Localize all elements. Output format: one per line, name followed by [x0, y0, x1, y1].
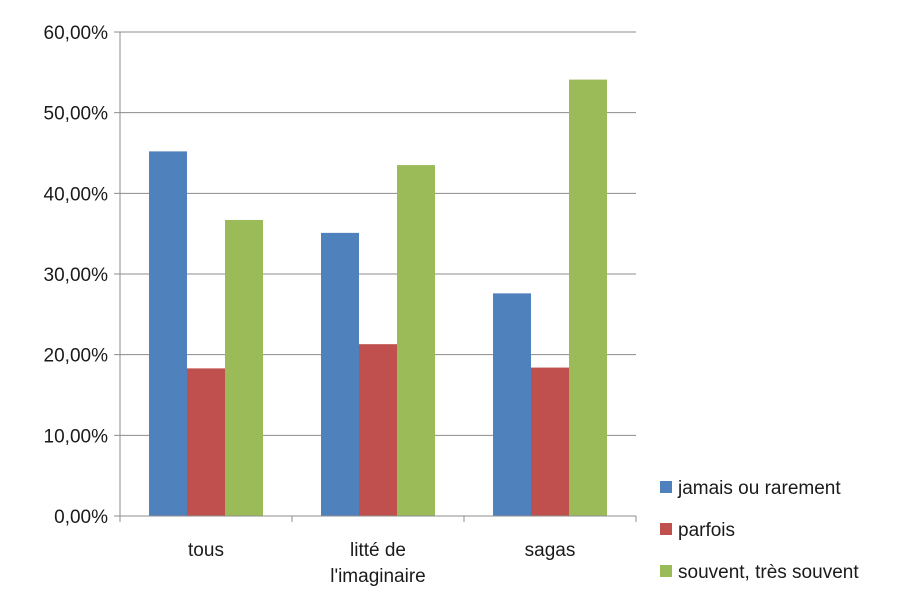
y-tick-label: 10,00%: [44, 426, 109, 447]
legend-label: parfois: [678, 520, 735, 541]
legend-label: souvent, très souvent: [678, 562, 859, 583]
y-tick-label: 40,00%: [44, 184, 109, 205]
axes: [114, 31, 637, 522]
y-tick-label: 60,00%: [44, 23, 109, 44]
bar-jamais-ou-rarement: [493, 293, 531, 516]
x-category-label-line: litté de: [350, 540, 406, 561]
legend-label: jamais ou rarement: [677, 478, 841, 499]
legend-swatch: [660, 481, 672, 493]
y-tick-label: 50,00%: [44, 104, 109, 125]
bar-parfois: [531, 367, 569, 516]
x-category-labels: tous litté de l'imaginaire sagas: [188, 540, 575, 587]
y-tick-label: 20,00%: [44, 346, 109, 367]
bars: [149, 79, 607, 517]
y-tick-label: 0,00%: [54, 507, 108, 528]
legend-swatch: [660, 523, 672, 535]
bar-souvent-tr-s-souvent: [569, 79, 607, 517]
bar-parfois: [187, 368, 225, 516]
x-category-label-line: l'imaginaire: [330, 566, 426, 587]
legend-swatch: [660, 565, 672, 577]
x-category-label-line: tous: [188, 540, 224, 561]
bar-souvent-tr-s-souvent: [225, 219, 263, 516]
bar-jamais-ou-rarement: [149, 151, 187, 517]
x-category-label: sagas: [525, 540, 576, 561]
bar-parfois: [359, 344, 397, 516]
x-category-label-line: sagas: [525, 540, 576, 561]
y-tick-label: 30,00%: [44, 265, 109, 286]
bar-jamais-ou-rarement: [321, 232, 359, 517]
y-tick-labels: 0,00% 10,00% 20,00% 30,00% 40,00% 50,00% 60,00…: [44, 23, 109, 528]
bar-souvent-tr-s-souvent: [397, 165, 435, 516]
x-category-label: litté de l'imaginaire: [330, 540, 426, 587]
x-category-label: tous: [188, 540, 224, 561]
legend: jamais ou rarement parfois souvent, très s…: [660, 478, 859, 583]
